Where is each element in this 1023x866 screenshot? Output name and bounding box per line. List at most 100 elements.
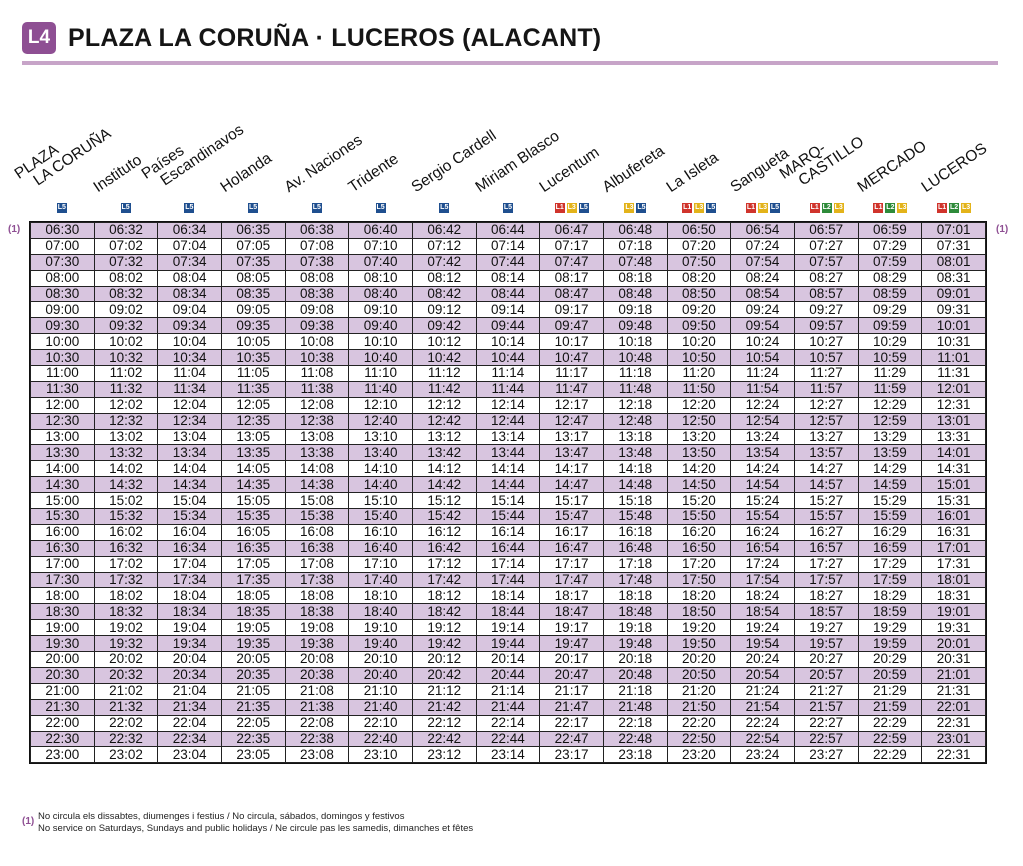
table-row: 14:30 14:32 14:34 14:35 14:38 14:40 14:42 14:44… [30,476,986,494]
line-connections: L5 [503,203,513,215]
time-cell: 10:14 [475,333,541,351]
time-cell: 15:57 [793,508,859,525]
table-row: 19:30 19:32 19:34 19:35 19:38 19:40 19:42 19:44… [30,635,986,653]
time-cell: 14:30 [30,476,95,494]
line-badge-l5: L5 [375,203,386,213]
time-cell: 21:44 [475,698,541,716]
time-cell: 18:40 [348,603,413,621]
time-cell: 13:18 [602,428,668,446]
line-badge-l5: L5 [706,203,717,213]
time-cell: 13:32 [93,444,159,462]
time-cell: 14:01 [921,444,986,462]
time-cell: 19:08 [284,619,350,637]
time-cell: 16:35 [220,539,286,557]
stop-header-row: PLAZA LA CORUÑA L5 Instituto L5 Países Escandi… [0,0,1023,220]
stop-name-line: Tridente [345,150,402,196]
time-cell: 14:24 [730,460,795,478]
time-cell: 14:59 [857,476,923,494]
time-cell: 10:04 [157,333,222,351]
time-cell: 19:04 [157,619,222,637]
time-cell: 07:38 [284,253,350,271]
time-cell: 11:27 [793,365,859,382]
time-cell: 08:50 [666,285,732,303]
time-cell: 08:00 [30,269,95,287]
time-cell: 13:47 [539,444,604,462]
time-cell: 06:42 [411,222,477,239]
time-cell: 19:14 [475,619,541,637]
time-cell: 11:30 [30,380,95,398]
time-cell: 09:35 [220,317,286,335]
time-cell: 11:48 [602,380,668,398]
time-cell: 19:18 [602,619,668,637]
time-cell: 22:10 [348,714,413,732]
time-cell: 09:42 [411,317,477,335]
line-connections: L1 L2 L3 [809,203,844,215]
time-cell: 17:02 [93,555,159,573]
time-cell: 17:20 [666,555,732,573]
time-cell: 21:05 [220,682,286,700]
time-cell: 11:54 [730,380,795,398]
time-cell: 16:44 [475,539,541,557]
time-cell: 12:47 [539,412,604,430]
time-cell: 18:48 [602,603,668,621]
time-cell: 20:14 [475,651,541,668]
time-cell: 21:00 [30,682,95,700]
time-cell: 21:35 [220,698,286,716]
time-cell: 15:00 [30,492,95,510]
time-cell: 18:29 [857,587,923,605]
time-cell: 15:50 [666,508,732,525]
table-row: 14:00 14:02 14:04 14:05 14:08 14:10 14:12 14:14… [30,460,986,478]
footnote-line-1: No circula els dissabtes, diumenges i fe… [38,811,405,822]
time-cell: 16:29 [857,523,923,541]
line-connections: L5 [184,203,195,215]
table-row: 23:00 23:02 23:04 23:05 23:08 23:10 23:12 23:14… [30,746,986,764]
time-cell: 06:54 [730,222,795,239]
time-cell: 13:54 [730,444,795,462]
time-cell: 07:47 [539,253,604,271]
time-cell: 22:27 [793,714,859,732]
line-connections: L3 L5 [624,203,647,215]
table-row: 07:00 07:02 07:04 07:05 07:08 07:10 07:12 07:14… [30,237,986,255]
time-cell: 13:35 [220,444,286,462]
time-cell: 22:00 [30,714,95,732]
time-cell: 15:27 [793,492,859,510]
time-cell: 17:10 [348,555,413,573]
time-cell: 09:30 [30,317,95,335]
time-cell: 20:24 [730,651,795,668]
time-cell: 10:47 [539,349,604,367]
time-cell: 07:17 [539,237,604,255]
time-cell: 10:31 [921,333,986,351]
time-cell: 06:40 [348,222,413,239]
time-cell: 16:02 [93,523,159,541]
time-cell: 19:17 [539,619,604,637]
time-cell: 14:35 [220,476,286,494]
time-cell: 10:27 [793,333,859,351]
time-cell: 14:14 [475,460,541,478]
time-cell: 12:04 [157,396,222,414]
time-cell: 11:04 [157,365,222,382]
time-cell: 13:57 [793,444,859,462]
time-cell: 10:38 [284,349,350,367]
time-cell: 09:08 [284,301,350,319]
time-cell: 12:50 [666,412,732,430]
time-cell: 09:48 [602,317,668,335]
time-cell: 06:47 [539,222,604,239]
time-cell: 15:20 [666,492,732,510]
time-cell: 08:14 [475,269,541,287]
time-cell: 11:40 [348,380,413,398]
time-cell: 14:38 [284,476,350,494]
line-badge-l5: L5 [56,203,67,213]
time-cell: 08:31 [921,269,986,287]
time-cell: 23:14 [475,746,541,764]
time-cell: 22:14 [475,714,541,732]
line-badge-l5: L5 [120,203,131,213]
time-cell: 11:20 [666,365,732,382]
time-cell: 07:10 [348,237,413,255]
time-cell: 07:30 [30,253,95,271]
stop-name: MARQ- CASTILLO [776,121,867,196]
time-cell: 08:30 [30,285,95,303]
table-row: 17:30 17:32 17:34 17:35 17:38 17:40 17:42 17:44… [30,571,986,589]
line-connections: L1 L2 L3 [873,203,908,215]
table-row: 13:30 13:32 13:34 13:35 13:38 13:40 13:42 13:44… [30,444,986,462]
stop-name-line: Instituto [90,151,145,196]
